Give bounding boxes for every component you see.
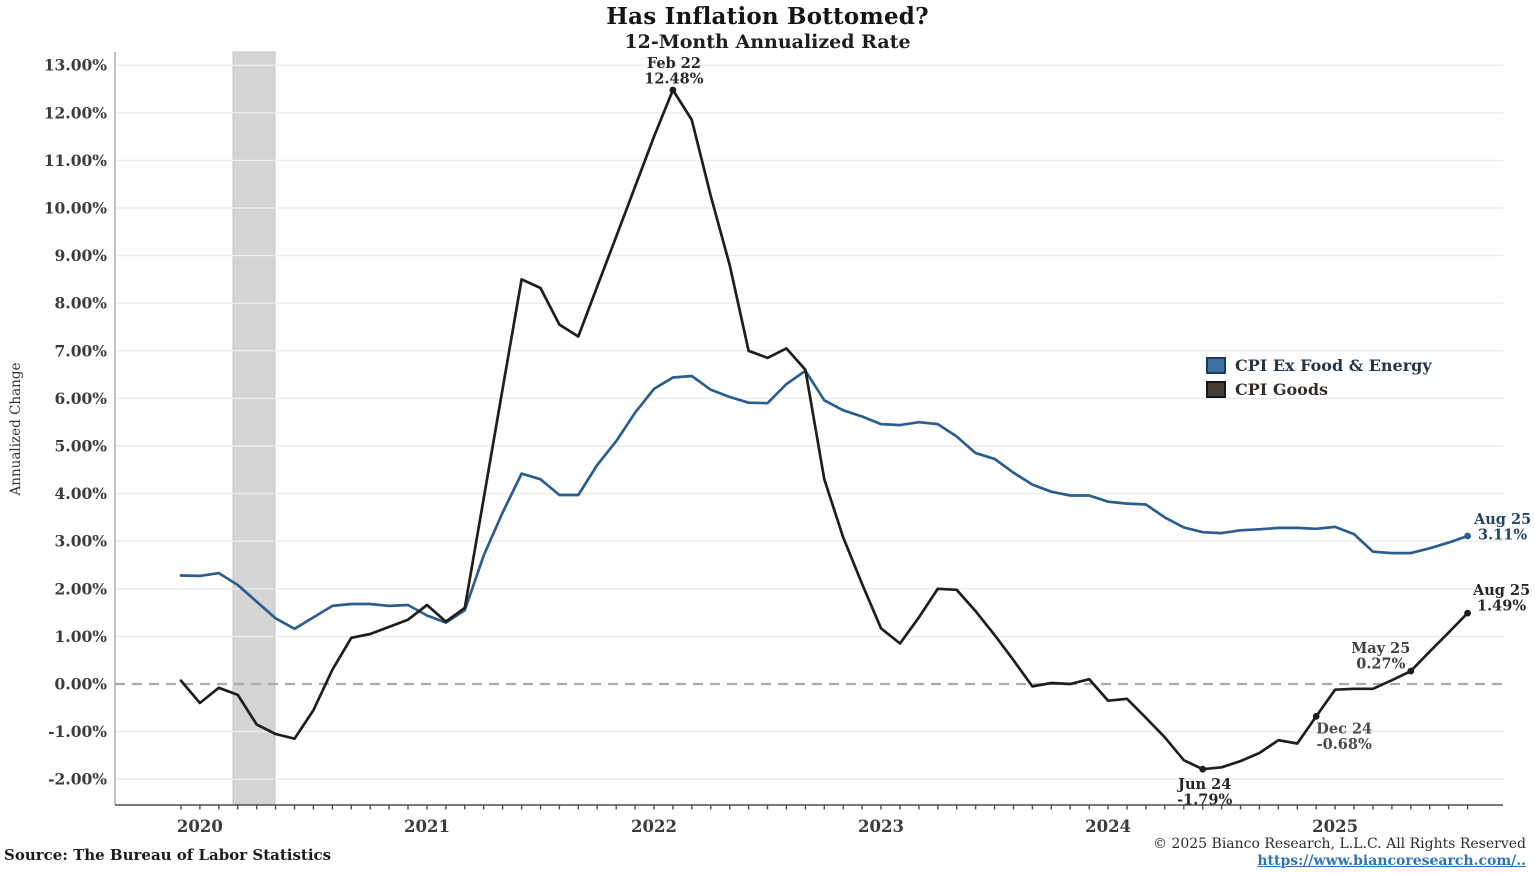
y-tick-label: 3.00%: [55, 532, 108, 551]
year-label: 2023: [858, 817, 904, 836]
y-tick-label: -1.00%: [48, 722, 107, 741]
chart-title: Has Inflation Bottomed?: [606, 3, 929, 30]
legend-label-cpi-ex-food-energy: CPI Ex Food & Energy: [1235, 356, 1432, 375]
y-tick-label: 12.00%: [44, 103, 108, 122]
year-label: 2021: [404, 817, 450, 836]
y-tick-label: 6.00%: [55, 389, 108, 408]
y-tick-label: 1.00%: [55, 627, 108, 646]
marker-may-25-cpi-goods: [1407, 667, 1415, 675]
legend-item-cpi-goods: CPI Goods: [1206, 380, 1432, 399]
annotation-feb-22-cpi-goods: Feb 22 12.48%: [644, 55, 703, 88]
annotation-jun-24-cpi-goods: Jun 24 -1.79%: [1176, 776, 1232, 809]
annotation-dec-24-cpi-goods: Dec 24 -0.68%: [1316, 720, 1372, 753]
marker-aug-25-cpi-ex-food-energy: [1464, 532, 1471, 540]
annotation-aug-25-cpi-ex-food-energy: Aug 25 3.11%: [1473, 511, 1531, 544]
y-tick-label: 2.00%: [55, 579, 108, 598]
y-tick-label: 7.00%: [55, 341, 108, 360]
year-label: 2020: [177, 817, 223, 836]
marker-dec-24-cpi-goods: [1312, 713, 1320, 720]
annotation-aug-25-cpi-goods: Aug 25 1.49%: [1472, 582, 1530, 615]
bianco-research-link[interactable]: https://www.biancoresearch.com/..: [1257, 853, 1526, 869]
y-tick-label: 11.00%: [44, 151, 108, 170]
recession-band: [232, 51, 276, 806]
y-tick-label: 8.00%: [55, 294, 108, 313]
year-label: 2022: [631, 817, 677, 836]
marker-aug-25-cpi-goods: [1464, 609, 1471, 617]
annotation-may-25-cpi-goods: May 25 0.27%: [1351, 640, 1410, 673]
source-note: Source: The Bureau of Labor Statistics: [4, 846, 332, 864]
marker-jun-24-cpi-goods: [1199, 765, 1207, 773]
cpi-ex-food-energy-line: [179, 369, 1469, 631]
copyright-note: © 2025 Bianco Research, L.L.C. All Right…: [1153, 836, 1526, 852]
year-label: 2025: [1312, 817, 1358, 836]
legend-label-cpi-goods: CPI Goods: [1235, 380, 1329, 399]
chart-subtitle: 12-Month Annualized Rate: [624, 31, 911, 53]
y-tick-label: 0.00%: [55, 675, 108, 694]
y-tick-label: 9.00%: [55, 246, 108, 265]
legend-item-cpi-ex-food-energy: CPI Ex Food & Energy: [1206, 356, 1432, 375]
legend-swatch-cpi-ex-food-energy: [1206, 357, 1226, 374]
y-tick-label: 4.00%: [55, 484, 108, 503]
y-tick-label: 13.00%: [44, 56, 108, 75]
cpi-goods-line: [179, 88, 1469, 771]
y-tick-label: -2.00%: [48, 770, 107, 789]
y-tick-label: 5.00%: [55, 437, 108, 456]
marker-feb-22-cpi-goods: [669, 86, 677, 94]
legend: CPI Ex Food & Energy CPI Goods: [1206, 356, 1432, 404]
year-label: 2024: [1085, 817, 1131, 836]
legend-swatch-cpi-goods: [1206, 381, 1226, 398]
y-tick-label: 10.00%: [44, 199, 108, 218]
